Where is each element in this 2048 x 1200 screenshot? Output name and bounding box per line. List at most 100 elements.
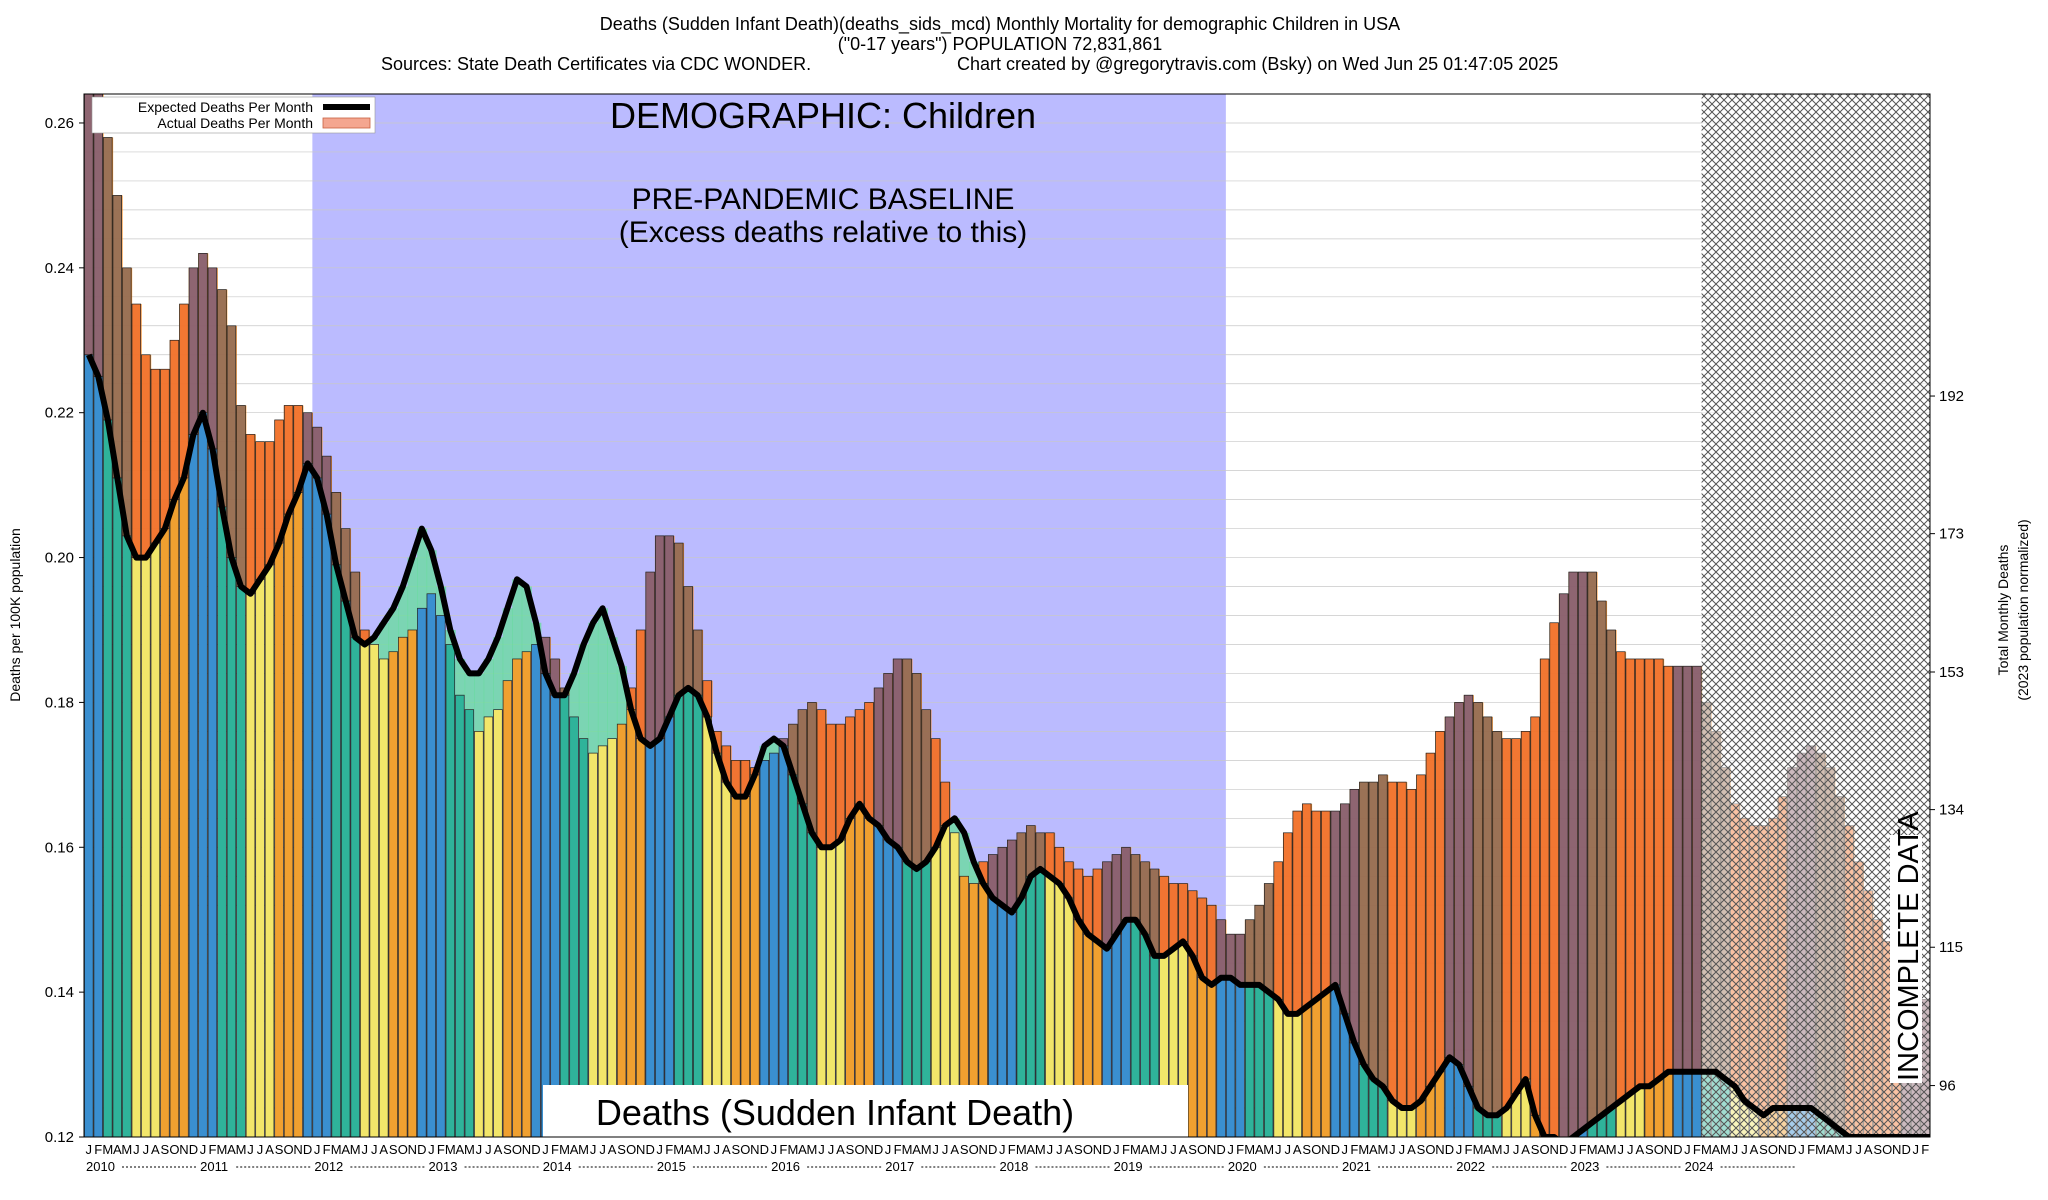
month-tick-label: A: [494, 1142, 503, 1157]
month-tick-label: S: [1873, 1142, 1882, 1157]
bar: [1368, 1078, 1379, 1137]
month-tick-label: J: [1798, 1142, 1805, 1157]
month-tick-label: J: [1617, 1142, 1624, 1157]
area-segment: [369, 637, 380, 645]
month-tick-label: A: [1026, 1142, 1035, 1157]
bar: [1302, 1006, 1312, 1137]
bar: [464, 709, 475, 1137]
bar: [664, 716, 674, 1137]
y-tick-label: 0.12: [45, 1129, 74, 1146]
year-tick-label: 2018: [999, 1159, 1028, 1174]
right-tick-label: 192: [1939, 388, 1964, 405]
bar-excess: [1606, 629, 1616, 1109]
month-tick-label: J: [828, 1142, 835, 1157]
year-tick-label: 2024: [1685, 1159, 1714, 1174]
bar-excess: [1244, 919, 1255, 986]
baseline-title: PRE-PANDEMIC BASELINE: [632, 183, 1015, 216]
bar-excess: [1292, 810, 1302, 1015]
bar: [436, 615, 446, 1137]
month-tick-label: A: [912, 1142, 921, 1157]
bar: [131, 557, 142, 1137]
month-tick-label: D: [417, 1142, 426, 1157]
month-tick-label: D: [1445, 1142, 1454, 1157]
month-tick-label: O: [284, 1142, 294, 1157]
bar: [217, 506, 227, 1137]
month-tick-label: J: [1275, 1142, 1282, 1157]
month-tick-label: S: [1531, 1142, 1540, 1157]
demographic-label: DEMOGRAPHIC: Children: [610, 95, 1036, 136]
bar-excess: [255, 441, 265, 580]
credit-text: Chart created by @gregorytravis.com (Bsk…: [957, 54, 1558, 74]
month-tick-label: J: [247, 1142, 254, 1157]
month-tick-label: N: [408, 1142, 417, 1157]
bar-excess: [226, 325, 237, 558]
area-segment: [426, 550, 437, 594]
bar-excess: [283, 405, 294, 515]
bar: [702, 716, 712, 1137]
month-tick-label: J: [1456, 1142, 1463, 1157]
month-tick-label: M: [331, 1142, 342, 1157]
month-tick-label: D: [1673, 1142, 1682, 1157]
bar-excess: [1359, 781, 1369, 1065]
bar: [588, 752, 598, 1137]
bar: [693, 694, 703, 1137]
area-segment: [521, 586, 532, 652]
month-tick-label: J: [1627, 1142, 1634, 1157]
month-tick-label: J: [1047, 1142, 1054, 1157]
month-tick-label: N: [1549, 1142, 1558, 1157]
month-tick-label: M: [692, 1142, 703, 1157]
month-tick-label: M: [102, 1142, 113, 1157]
bar-excess: [664, 535, 674, 718]
bar-excess: [1140, 861, 1150, 935]
area-segment: [569, 673, 580, 717]
month-tick-label: M: [1035, 1142, 1046, 1157]
bar: [1663, 1071, 1674, 1137]
month-tick-label: N: [636, 1142, 645, 1157]
bar: [769, 752, 779, 1137]
month-tick-label: N: [864, 1142, 873, 1157]
month-tick-label: F: [1465, 1142, 1473, 1157]
bar-excess: [1501, 738, 1512, 1109]
bar-excess: [1625, 658, 1635, 1094]
month-tick-label: A: [1635, 1142, 1644, 1157]
bar: [264, 564, 275, 1137]
bar: [283, 513, 294, 1137]
month-tick-label: D: [874, 1142, 883, 1157]
bar: [1673, 1071, 1683, 1137]
month-tick-label: S: [1645, 1142, 1654, 1157]
bar-excess: [112, 195, 123, 479]
month-tick-label: F: [1693, 1142, 1701, 1157]
month-tick-label: O: [1540, 1142, 1550, 1157]
bar: [626, 709, 636, 1137]
bar-excess: [1435, 731, 1445, 1073]
area-segment: [616, 666, 627, 725]
year-tick-label: 2014: [543, 1159, 572, 1174]
bar-excess: [1225, 933, 1236, 979]
bar: [645, 745, 655, 1137]
chart-title: Deaths (Sudden Infant Death)(deaths_sids…: [600, 14, 1400, 35]
bar: [607, 738, 617, 1137]
area-segment: [968, 861, 980, 884]
month-tick-label: M: [1130, 1142, 1141, 1157]
bar-excess: [1673, 665, 1683, 1073]
bar: [379, 658, 389, 1137]
month-tick-label: A: [1293, 1142, 1302, 1157]
month-tick-label: J: [1732, 1142, 1739, 1157]
month-tick-label: S: [1417, 1142, 1426, 1157]
bar-excess: [835, 723, 846, 841]
area-segment: [588, 622, 599, 754]
month-tick-label: A: [798, 1142, 807, 1157]
month-tick-label: J: [1684, 1142, 1691, 1157]
bar-excess: [264, 441, 275, 566]
legend: Expected Deaths Per Month Actual Deaths …: [91, 96, 376, 134]
month-tick-label: J: [1056, 1142, 1063, 1157]
month-tick-label: A: [1750, 1142, 1759, 1157]
bar-excess: [1159, 875, 1169, 957]
month-tick-label: M: [559, 1142, 570, 1157]
bar-excess: [150, 368, 161, 544]
month-tick-label: N: [1892, 1142, 1901, 1157]
month-tick-label: N: [1435, 1142, 1444, 1157]
month-tick-label: J: [704, 1142, 711, 1157]
bar-excess: [1530, 716, 1540, 1116]
bar: [493, 709, 503, 1137]
